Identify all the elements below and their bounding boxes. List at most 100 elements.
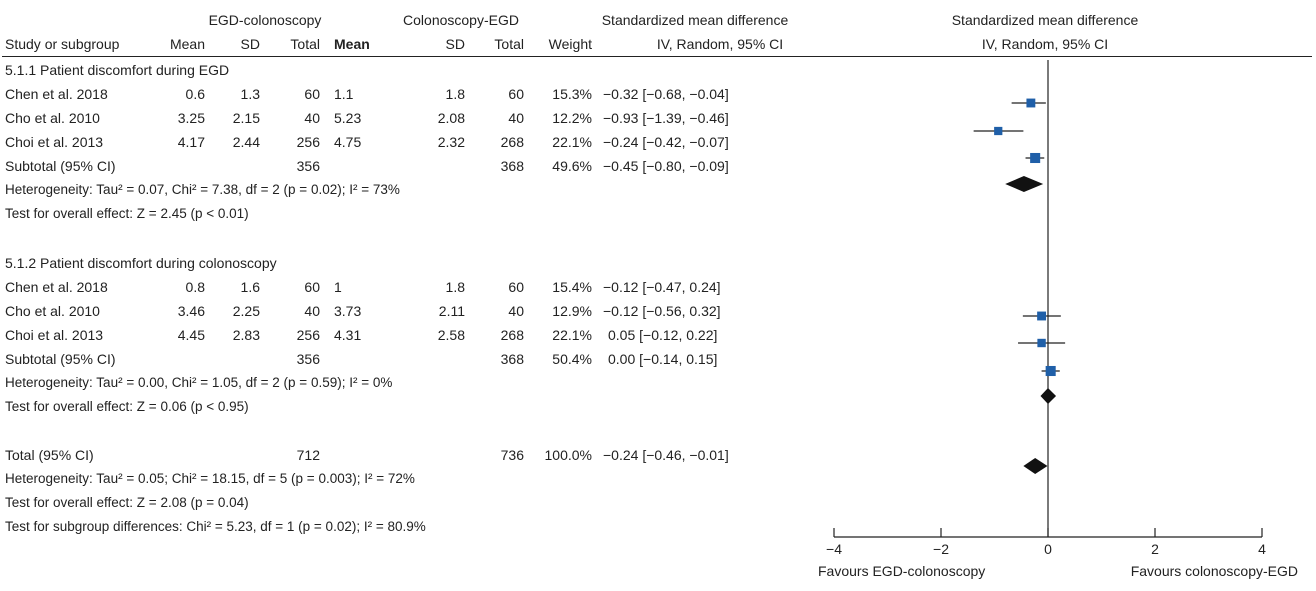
subtotal-label: Subtotal (95% CI) <box>5 158 116 174</box>
x-axis-ticks: −4 −2 0 2 4 <box>826 528 1266 557</box>
total2-cell: 268 <box>500 327 524 343</box>
sd2-cell: 2.11 <box>438 303 465 319</box>
sd1-cell: 2.15 <box>232 110 260 126</box>
total1-cell: 40 <box>304 110 320 126</box>
study-name: Cho et al. 2010 <box>5 303 100 319</box>
subtotal-ci: 0.00 [−0.14, 0.15] <box>608 351 718 367</box>
method-plot-header: IV, Random, 95% CI <box>981 36 1109 52</box>
x-tick-label: 2 <box>1151 541 1159 557</box>
heterogeneity-note: Heterogeneity: Tau² = 0.00, Chi² = 1.05,… <box>5 375 393 390</box>
total2-cell: 40 <box>508 303 524 319</box>
subtotal-total1: 356 <box>296 351 320 367</box>
subgroup1-title: 5.1.1 Patient discomfort during EGD <box>5 62 230 78</box>
summary-diamond <box>1005 176 1044 192</box>
total-total2: 736 <box>500 447 524 463</box>
subtotal-total2: 368 <box>500 158 524 174</box>
sd2-cell: 2.58 <box>437 327 465 343</box>
header-rule <box>2 56 1312 57</box>
ci-cell: −0.12 [−0.56, 0.32] <box>603 303 721 319</box>
sd1-cell: 1.3 <box>240 86 260 102</box>
weight-cell: 12.9% <box>552 303 592 319</box>
mean1-header: Mean <box>169 36 205 52</box>
sd1-cell: 1.6 <box>240 279 260 295</box>
mean1-cell: 3.46 <box>177 303 205 319</box>
smd-plot-header: Standardized mean difference <box>951 12 1139 28</box>
heterogeneity-note: Heterogeneity: Tau² = 0.07, Chi² = 7.38,… <box>5 182 400 197</box>
total2-cell: 60 <box>508 86 524 102</box>
mean1-cell: 0.8 <box>185 279 205 295</box>
mean1-cell: 4.45 <box>177 327 205 343</box>
sd2-cell: 1.8 <box>445 86 465 102</box>
subtotal-total1: 356 <box>296 158 320 174</box>
total-overall-effect-note: Test for overall effect: Z = 2.08 (p = 0… <box>5 495 249 510</box>
group2-header: Colonoscopy-EGD <box>403 12 519 28</box>
total-heterogeneity-note: Heterogeneity: Tau² = 0.05; Chi² = 18.15… <box>5 471 415 486</box>
sd1-header: SD <box>240 36 260 52</box>
sd1-cell: 2.44 <box>232 134 260 150</box>
subtotal-label: Subtotal (95% CI) <box>5 351 116 367</box>
ci-cell: −0.12 [−0.47, 0.24] <box>603 279 721 295</box>
weight-header: Weight <box>548 36 592 52</box>
mean2-cell: 5.23 <box>334 110 362 126</box>
total2-cell: 40 <box>508 110 524 126</box>
study-marker <box>1026 98 1036 108</box>
study-name: Choi et al. 2013 <box>5 327 104 343</box>
group1-header: EGD-colonoscopy <box>208 12 322 28</box>
subtotal-ci: −0.45 [−0.80, −0.09] <box>603 158 729 174</box>
ci-cell: 0.05 [−0.12, 0.22] <box>608 327 718 343</box>
favours-right-label: Favours colonoscopy-EGD <box>1131 563 1298 579</box>
sd2-header: SD <box>445 36 465 52</box>
sd1-cell: 2.25 <box>232 303 260 319</box>
x-tick-label: 4 <box>1258 541 1266 557</box>
smd-header: Standardized mean difference <box>601 12 789 28</box>
total1-header: Total <box>290 36 320 52</box>
subtotal-total2: 368 <box>500 351 524 367</box>
method-header: IV, Random, 95% CI <box>656 36 784 52</box>
sd2-cell: 1.8 <box>445 279 465 295</box>
study-marker <box>994 126 1003 136</box>
summary-diamonds <box>1005 176 1057 474</box>
total2-cell: 60 <box>508 279 524 295</box>
mean1-cell: 3.25 <box>177 110 205 126</box>
favours-left-label: Favours EGD-colonoscopy <box>818 563 985 579</box>
weight-cell: 22.1% <box>552 327 592 343</box>
summary-diamond <box>1023 458 1048 474</box>
mean2-cell: 4.31 <box>334 327 362 343</box>
mean1-cell: 0.6 <box>185 86 205 102</box>
weight-cell: 12.2% <box>552 110 592 126</box>
subtotal-weight: 49.6% <box>552 158 592 174</box>
sd2-cell: 2.08 <box>437 110 465 126</box>
overall-effect-note: Test for overall effect: Z = 2.45 (p < 0… <box>5 206 249 221</box>
total1-cell: 256 <box>296 327 320 343</box>
total-weight: 100.0% <box>544 447 592 463</box>
study-marker <box>1045 365 1056 377</box>
study-marker <box>1037 311 1047 321</box>
total2-cell: 268 <box>500 134 524 150</box>
mean2-cell: 4.75 <box>334 134 362 150</box>
subgroup2-title: 5.1.2 Patient discomfort during colonosc… <box>5 255 277 271</box>
subtotal-weight: 50.4% <box>552 351 592 367</box>
study-column-header: Study or subgroup <box>5 36 120 52</box>
total2-header: Total <box>494 36 524 52</box>
ci-cell: −0.32 [−0.68, −0.04] <box>603 86 729 102</box>
ci-cell: −0.93 [−1.39, −0.46] <box>603 110 729 126</box>
x-tick-label: −4 <box>826 541 842 557</box>
study-marker <box>1030 152 1041 164</box>
mean2-header: Mean <box>334 36 370 52</box>
x-tick-label: 0 <box>1044 541 1052 557</box>
weight-cell: 22.1% <box>552 134 592 150</box>
study-name: Cho et al. 2010 <box>5 110 100 126</box>
study-name: Chen et al. 2018 <box>5 86 108 102</box>
total-total1: 712 <box>296 447 320 463</box>
mean1-cell: 4.17 <box>177 134 205 150</box>
x-tick-label: −2 <box>933 541 949 557</box>
total1-cell: 256 <box>296 134 320 150</box>
total1-cell: 60 <box>304 279 320 295</box>
study-name: Choi et al. 2013 <box>5 134 104 150</box>
weight-cell: 15.3% <box>552 86 592 102</box>
summary-diamond <box>1040 388 1057 404</box>
ci-cell: −0.24 [−0.42, −0.07] <box>603 134 729 150</box>
mean2-cell: 1 <box>334 279 342 295</box>
